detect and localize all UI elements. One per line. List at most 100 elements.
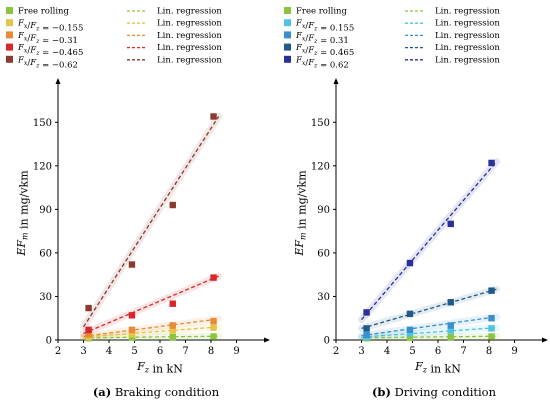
data-point bbox=[169, 322, 176, 329]
legend-regression-label: Lin. regression bbox=[435, 7, 500, 17]
regression-line bbox=[83, 318, 219, 338]
data-point bbox=[128, 334, 136, 341]
x-tick-label: 8 bbox=[486, 346, 492, 357]
y-tick-label: 120 bbox=[311, 161, 330, 172]
y-tick-label: 30 bbox=[317, 292, 330, 303]
legend-label: Fx/Fz = −0.155 bbox=[17, 19, 83, 34]
legend-marker bbox=[284, 55, 291, 63]
x-tick-label: 8 bbox=[208, 346, 214, 357]
x-tick-label: 3 bbox=[358, 346, 364, 357]
x-tick-label: 7 bbox=[460, 346, 466, 357]
data-point bbox=[406, 326, 414, 334]
legend: Free rolling Lin. regression Fx/Fz = 0.155… bbox=[284, 7, 500, 70]
data-point bbox=[210, 274, 217, 281]
x-tick-label: 9 bbox=[233, 346, 239, 357]
chart-caption: (a) Braking condition bbox=[93, 385, 220, 399]
data-point bbox=[128, 312, 136, 319]
legend-label: Fx/Fz = −0.31 bbox=[17, 31, 78, 46]
legend-marker bbox=[6, 43, 13, 51]
regression-line bbox=[82, 116, 220, 328]
data-point bbox=[128, 261, 136, 268]
chart-panel-braking: Free rolling Lin. regression Fx/Fz = −0.15… bbox=[6, 7, 270, 399]
legend-regression-label: Lin. regression bbox=[157, 7, 222, 17]
data-point bbox=[169, 327, 176, 334]
data-point bbox=[85, 326, 92, 334]
regression-line bbox=[361, 327, 497, 338]
regression-line bbox=[361, 316, 497, 337]
data-point bbox=[128, 326, 136, 334]
data-point bbox=[406, 334, 414, 341]
data-point bbox=[363, 331, 370, 339]
x-axis-arrow bbox=[264, 337, 270, 343]
y-tick-label: 60 bbox=[317, 248, 330, 259]
data-point bbox=[447, 322, 454, 329]
data-point bbox=[169, 201, 176, 209]
legend-regression-label: Lin. regression bbox=[157, 19, 222, 29]
data-point bbox=[447, 333, 454, 341]
y-axis-label: EFm in mg/vkm bbox=[15, 170, 31, 257]
chart-panel-driving: Free rolling Lin. regression Fx/Fz = 0.155… bbox=[284, 7, 548, 399]
data-point bbox=[85, 304, 92, 312]
legend-marker bbox=[6, 19, 13, 27]
y-tick-label: 120 bbox=[33, 161, 52, 172]
data-point bbox=[210, 317, 217, 325]
y-tick-label: 30 bbox=[39, 292, 52, 303]
x-tick-label: 2 bbox=[55, 346, 61, 357]
data-point bbox=[447, 299, 454, 306]
data-series bbox=[358, 157, 501, 342]
legend-regression-label: Lin. regression bbox=[157, 43, 222, 53]
y-axis-arrow bbox=[55, 78, 61, 84]
series bbox=[80, 112, 223, 331]
y-tick-label: 150 bbox=[33, 118, 52, 129]
data-point bbox=[210, 333, 217, 340]
legend-label: Fx/Fz = 0.155 bbox=[295, 19, 354, 34]
data-point bbox=[128, 330, 136, 338]
series bbox=[358, 313, 501, 340]
legend-regression-label: Lin. regression bbox=[435, 43, 500, 53]
regression-line bbox=[361, 288, 497, 330]
data-point bbox=[363, 325, 370, 332]
regression-line bbox=[83, 335, 219, 339]
legend-marker bbox=[284, 43, 291, 51]
data-series bbox=[80, 112, 223, 342]
y-tick-label: 90 bbox=[39, 205, 52, 216]
legend-label: Fx/Fz = −0.62 bbox=[17, 55, 78, 70]
x-tick-label: 3 bbox=[80, 346, 86, 357]
x-axis-label: Fz in kN bbox=[414, 360, 461, 376]
x-tick-label: 5 bbox=[409, 346, 415, 357]
data-point bbox=[406, 310, 414, 318]
x-tick-label: 6 bbox=[157, 346, 163, 357]
data-point bbox=[488, 159, 495, 167]
data-point bbox=[210, 324, 217, 331]
data-point bbox=[447, 220, 454, 228]
y-tick-label: 0 bbox=[324, 336, 330, 347]
data-point bbox=[406, 330, 414, 337]
data-point bbox=[488, 325, 495, 332]
y-tick-label: 0 bbox=[46, 336, 52, 347]
legend-marker bbox=[6, 55, 13, 63]
legend-regression-label: Lin. regression bbox=[157, 31, 222, 41]
y-tick-label: 150 bbox=[311, 118, 330, 129]
y-tick-label: 90 bbox=[317, 205, 330, 216]
legend: Free rolling Lin. regression Fx/Fz = −0.15… bbox=[6, 7, 222, 70]
data-point bbox=[363, 309, 370, 316]
x-tick-label: 6 bbox=[435, 346, 441, 357]
legend-label: Fx/Fz = 0.465 bbox=[295, 43, 354, 58]
regression-line bbox=[83, 275, 219, 335]
regression-line bbox=[361, 335, 497, 339]
legend-regression-label: Lin. regression bbox=[435, 31, 500, 41]
series bbox=[358, 157, 501, 324]
series bbox=[358, 285, 501, 332]
legend-marker bbox=[284, 31, 291, 39]
legend-regression-label: Lin. regression bbox=[157, 55, 222, 65]
data-point bbox=[406, 259, 414, 267]
series bbox=[80, 272, 223, 337]
data-point bbox=[210, 113, 217, 120]
x-tick-label: 9 bbox=[511, 346, 517, 357]
x-tick-label: 4 bbox=[106, 346, 112, 357]
regression-line bbox=[83, 326, 219, 338]
x-tick-label: 7 bbox=[182, 346, 188, 357]
data-point bbox=[488, 287, 495, 294]
